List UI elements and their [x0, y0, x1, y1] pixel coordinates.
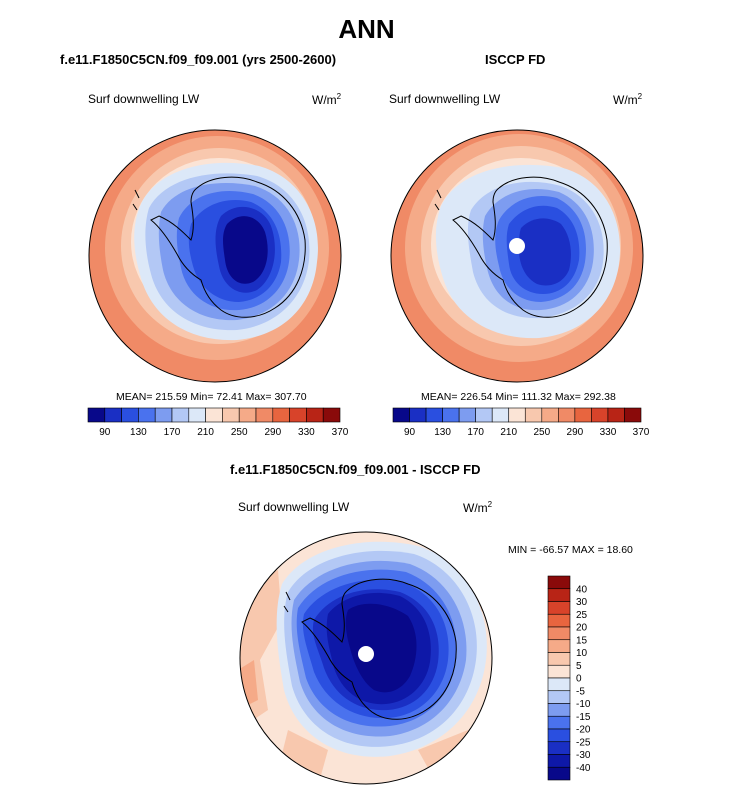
- colorbar-diff-tick-label: -20: [576, 725, 591, 736]
- colorbar-diff-swatch-9: [547, 690, 571, 704]
- colorbar-diff-tick-label: 20: [576, 623, 588, 634]
- colorbar-model-tick-label: 210: [197, 427, 214, 438]
- colorbar-obs-tick-label: 290: [567, 427, 584, 438]
- colorbar-diff-swatch-4: [547, 626, 571, 641]
- colorbar-obs-swatch-12: [591, 407, 609, 423]
- colorbar-obs-swatch-5: [475, 407, 493, 423]
- polar-map-model: [88, 129, 342, 383]
- colorbar-model-tick-label: 170: [164, 427, 181, 438]
- colorbar-diff-swatch-13: [547, 741, 571, 755]
- colorbar-model-tick-label: 130: [130, 427, 147, 438]
- stats-diff: MIN = -66.57 MAX = 18.60: [508, 544, 633, 556]
- colorbar-model-swatch-0: [87, 407, 106, 423]
- colorbar-diff-tick-label: 40: [576, 584, 588, 595]
- variable-label-model: Surf downwelling LW: [88, 92, 200, 106]
- colorbar-model-swatch-8: [222, 407, 240, 423]
- colorbar-model-swatch-9: [238, 407, 257, 423]
- colorbar-diff-tick-label: 5: [576, 661, 582, 672]
- colorbar-obs-swatch-14: [624, 407, 642, 423]
- colorbar-model-tick-label: 90: [99, 427, 111, 438]
- colorbar-model-swatch-7: [205, 407, 223, 423]
- colorbar-diff-swatch-11: [547, 715, 571, 730]
- panel-title-obs: ISCCP FD: [485, 52, 546, 67]
- colorbar-diff-swatch-2: [547, 601, 571, 615]
- colorbar-model-swatch-13: [306, 407, 324, 423]
- colorbar-model-swatch-2: [121, 407, 139, 423]
- colorbar-diff-swatch-1: [547, 588, 571, 602]
- stats-model: MEAN= 215.59 Min= 72.41 Max= 307.70: [116, 391, 307, 403]
- polar-map-obs: [390, 129, 644, 383]
- colorbar-obs: 90 130 170 210 250 290 330 370: [392, 407, 650, 438]
- colorbar-diff-swatch-3: [547, 613, 571, 628]
- colorbar-diff-swatch-10: [547, 703, 571, 717]
- colorbar-diff-tick-label: -10: [576, 699, 591, 710]
- colorbar-model-swatch-12: [289, 407, 307, 423]
- colorbar-diff-tick-label: 15: [576, 635, 588, 646]
- colorbar-obs-swatch-2: [425, 407, 443, 423]
- units-label-model: W/m2: [312, 92, 342, 107]
- colorbar-diff-tick-label: -30: [576, 750, 591, 761]
- colorbar-obs-swatch-1: [409, 407, 427, 423]
- polar-map-diff: [239, 531, 493, 785]
- colorbar-obs-tick-label: 250: [533, 427, 550, 438]
- colorbar-model-tick-label: 370: [332, 427, 349, 438]
- colorbar-obs-swatch-3: [442, 407, 460, 423]
- colorbar-diff-tick-label: -5: [576, 686, 585, 697]
- colorbar-diff-tick-label: 30: [576, 597, 588, 608]
- colorbar-diff-swatch-8: [547, 677, 571, 692]
- colorbar-obs-tick-label: 90: [404, 427, 416, 438]
- colorbar-diff-tick-label: 0: [576, 674, 582, 685]
- colorbar-model-swatch-3: [138, 407, 156, 423]
- colorbar-obs-swatch-9: [541, 407, 559, 423]
- colorbar-diff-swatch-15: [547, 766, 571, 781]
- colorbar-obs-swatch-4: [458, 407, 476, 423]
- colorbar-model-swatch-10: [255, 407, 274, 423]
- units-label-obs: W/m2: [613, 92, 643, 107]
- colorbar-obs-swatch-10: [558, 407, 576, 423]
- colorbar-obs-swatch-11: [574, 407, 592, 423]
- colorbar-diff-tick-label: -40: [576, 763, 591, 774]
- colorbar-model: 90 130 170 210 250 290 330 370: [87, 407, 349, 438]
- colorbar-model-tick-label: 290: [264, 427, 281, 438]
- colorbar-model-swatch-1: [104, 407, 122, 423]
- colorbar-model-swatch-4: [154, 407, 173, 423]
- colorbar-obs-tick-label: 370: [633, 427, 650, 438]
- stats-obs: MEAN= 226.54 Min= 111.32 Max= 292.38: [421, 391, 616, 403]
- figure-title: ANN: [338, 14, 395, 44]
- variable-label-diff: Surf downwelling LW: [238, 500, 350, 514]
- colorbar-diff-tick-label: -25: [576, 737, 591, 748]
- colorbar-obs-tick-label: 210: [500, 427, 517, 438]
- colorbar-diff-swatch-12: [547, 728, 571, 743]
- colorbar-diff-swatch-0: [547, 575, 571, 590]
- colorbar-diff-tick-label: -15: [576, 712, 591, 723]
- units-label-diff: W/m2: [463, 500, 493, 515]
- colorbar-obs-swatch-6: [491, 407, 510, 423]
- colorbar-obs-tick-label: 170: [467, 427, 484, 438]
- colorbar-obs-swatch-13: [607, 407, 625, 423]
- panel-title-diff: f.e11.F1850C5CN.f09_f09.001 - ISCCP FD: [230, 462, 481, 477]
- colorbar-diff-tick-label: 10: [576, 648, 588, 659]
- colorbar-obs-swatch-8: [524, 407, 543, 423]
- colorbar-model-tick-label: 250: [231, 427, 248, 438]
- colorbar-model-swatch-11: [272, 407, 290, 423]
- colorbar-obs-swatch-7: [508, 407, 526, 423]
- variable-label-obs: Surf downwelling LW: [389, 92, 501, 106]
- colorbar-diff-tick-label: 25: [576, 610, 588, 621]
- colorbar-diff-swatch-14: [547, 754, 571, 768]
- colorbar-obs-swatch-0: [392, 407, 410, 423]
- colorbar-diff-swatch-5: [547, 639, 571, 653]
- panel-title-model: f.e11.F1850C5CN.f09_f09.001 (yrs 2500-26…: [60, 52, 337, 67]
- colorbar-diff-swatch-7: [547, 664, 571, 679]
- colorbar-obs-tick-label: 330: [600, 427, 617, 438]
- colorbar-model-swatch-5: [171, 407, 190, 423]
- colorbar-model-swatch-6: [188, 407, 206, 423]
- colorbar-model-swatch-14: [322, 407, 341, 423]
- colorbar-model-tick-label: 330: [298, 427, 315, 438]
- colorbar-obs-tick-label: 130: [434, 427, 451, 438]
- colorbar-diff-swatch-6: [547, 652, 571, 666]
